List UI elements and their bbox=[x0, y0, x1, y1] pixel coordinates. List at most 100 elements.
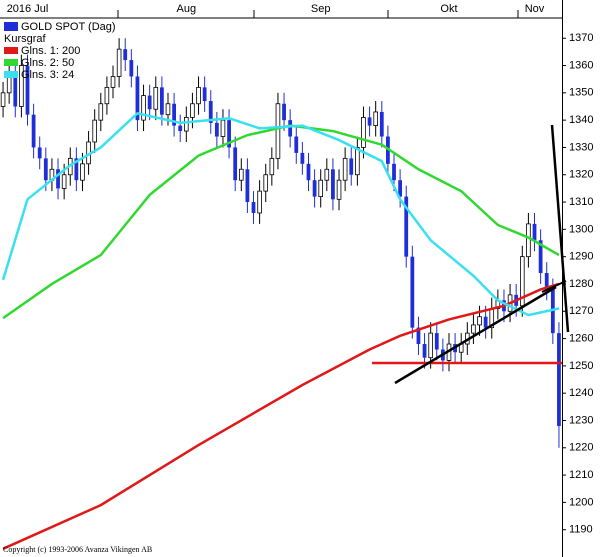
candle-body bbox=[123, 49, 128, 61]
candle-body bbox=[233, 147, 238, 181]
candle-body bbox=[184, 117, 189, 132]
candle-body bbox=[422, 344, 427, 358]
candle-body bbox=[379, 111, 384, 137]
candle-body bbox=[306, 163, 311, 181]
candle-body bbox=[178, 125, 183, 132]
legend-swatch bbox=[4, 59, 18, 66]
candle-body bbox=[428, 332, 433, 359]
candle-body bbox=[61, 174, 67, 189]
candle-body bbox=[477, 316, 482, 326]
month-separators bbox=[117, 10, 519, 18]
candle-body bbox=[110, 76, 116, 88]
y-tick-label: 1210 bbox=[569, 469, 593, 481]
candle-body bbox=[196, 86, 201, 105]
candle-body bbox=[324, 168, 330, 181]
candle-body bbox=[92, 119, 97, 143]
candle-body bbox=[275, 103, 281, 159]
trend-line bbox=[550, 124, 570, 333]
legend-label: Glns. 3: 24 bbox=[21, 69, 74, 81]
candle-body bbox=[550, 289, 555, 334]
y-tick-label: 1360 bbox=[569, 59, 593, 71]
footer: Copyright (c) 1993-2006 Avanza Vikingen … bbox=[3, 545, 152, 554]
candle-body bbox=[257, 190, 262, 214]
trend-line bbox=[394, 285, 557, 385]
candle-body bbox=[532, 223, 537, 241]
candle-body bbox=[251, 202, 256, 213]
candle-body bbox=[434, 333, 439, 350]
candle-body bbox=[6, 76, 12, 94]
candle-body bbox=[557, 333, 561, 426]
candle-body bbox=[190, 103, 195, 118]
candle-body bbox=[172, 103, 176, 126]
candle-body bbox=[300, 152, 305, 164]
candle-body bbox=[165, 103, 171, 116]
candle-body bbox=[80, 163, 85, 181]
x-tick-label: Aug bbox=[177, 3, 197, 15]
y-tick-label: 1190 bbox=[569, 524, 593, 536]
candle-body bbox=[410, 256, 415, 328]
candle-body bbox=[0, 92, 6, 107]
legend: GOLD SPOT (Dag) Kursgraf Glns. 1: 200Gln… bbox=[4, 21, 116, 81]
x-tick-label: Sep bbox=[311, 3, 331, 15]
candle-body bbox=[342, 157, 348, 181]
candle-body bbox=[147, 95, 152, 110]
legend-swatch bbox=[4, 47, 18, 54]
x-tick-label: 2016 Jul bbox=[7, 3, 49, 15]
y-tick-label: 1280 bbox=[569, 278, 593, 290]
candle-body bbox=[282, 103, 286, 121]
candle-body bbox=[269, 157, 275, 176]
candle-body bbox=[294, 136, 299, 153]
candle-body bbox=[31, 114, 36, 148]
y-tick-label: 1340 bbox=[569, 114, 593, 126]
candle-body bbox=[538, 240, 543, 274]
y-tick-label: 1220 bbox=[569, 442, 593, 454]
candle-body bbox=[135, 76, 140, 121]
candle-body bbox=[208, 101, 213, 123]
candle-body bbox=[141, 95, 146, 121]
trend-line bbox=[541, 280, 567, 293]
candle-body bbox=[318, 179, 324, 197]
candle-body bbox=[116, 48, 122, 77]
candle-body bbox=[227, 120, 231, 148]
legend-label: Glns. 1: 200 bbox=[21, 45, 80, 57]
candle-body bbox=[37, 147, 42, 159]
candle-body bbox=[220, 119, 226, 137]
y-tick-label: 1320 bbox=[569, 169, 593, 181]
candle-body bbox=[331, 169, 335, 200]
y-tick-label: 1330 bbox=[569, 141, 593, 153]
y-tick-label: 1370 bbox=[569, 32, 593, 44]
y-tick-label: 1270 bbox=[569, 305, 593, 317]
legend-subtitle: Kursgraf bbox=[4, 33, 47, 45]
legend-swatch bbox=[4, 71, 18, 78]
candle-body bbox=[56, 169, 60, 189]
candle-body bbox=[202, 87, 207, 102]
y-tick-label: 1310 bbox=[569, 196, 593, 208]
candle-body bbox=[483, 316, 488, 328]
candle-body bbox=[43, 158, 48, 181]
candle-body bbox=[74, 158, 79, 181]
y-tick-label: 1240 bbox=[569, 387, 593, 399]
legend-swatch bbox=[4, 22, 18, 31]
candle-body bbox=[416, 327, 421, 345]
moving-average bbox=[2, 282, 560, 550]
y-tick-label: 1290 bbox=[569, 251, 593, 263]
candle-body bbox=[355, 147, 360, 176]
candle-body bbox=[98, 103, 104, 121]
candle-body bbox=[245, 169, 250, 203]
y-tick-label: 1350 bbox=[569, 87, 593, 99]
y-tick-label: 1260 bbox=[569, 332, 593, 344]
candle-body bbox=[159, 87, 164, 115]
candle-body bbox=[471, 324, 476, 334]
candle-body bbox=[153, 86, 159, 110]
candle-body bbox=[238, 168, 244, 181]
drawn-lines bbox=[372, 124, 570, 385]
candle-body bbox=[104, 86, 110, 105]
candle-body bbox=[19, 65, 24, 107]
candle-body bbox=[404, 196, 409, 257]
candle-body bbox=[263, 174, 269, 192]
y-tick-label: 1300 bbox=[569, 223, 593, 235]
y-tick-label: 1200 bbox=[569, 496, 593, 508]
candle-body bbox=[312, 180, 317, 197]
